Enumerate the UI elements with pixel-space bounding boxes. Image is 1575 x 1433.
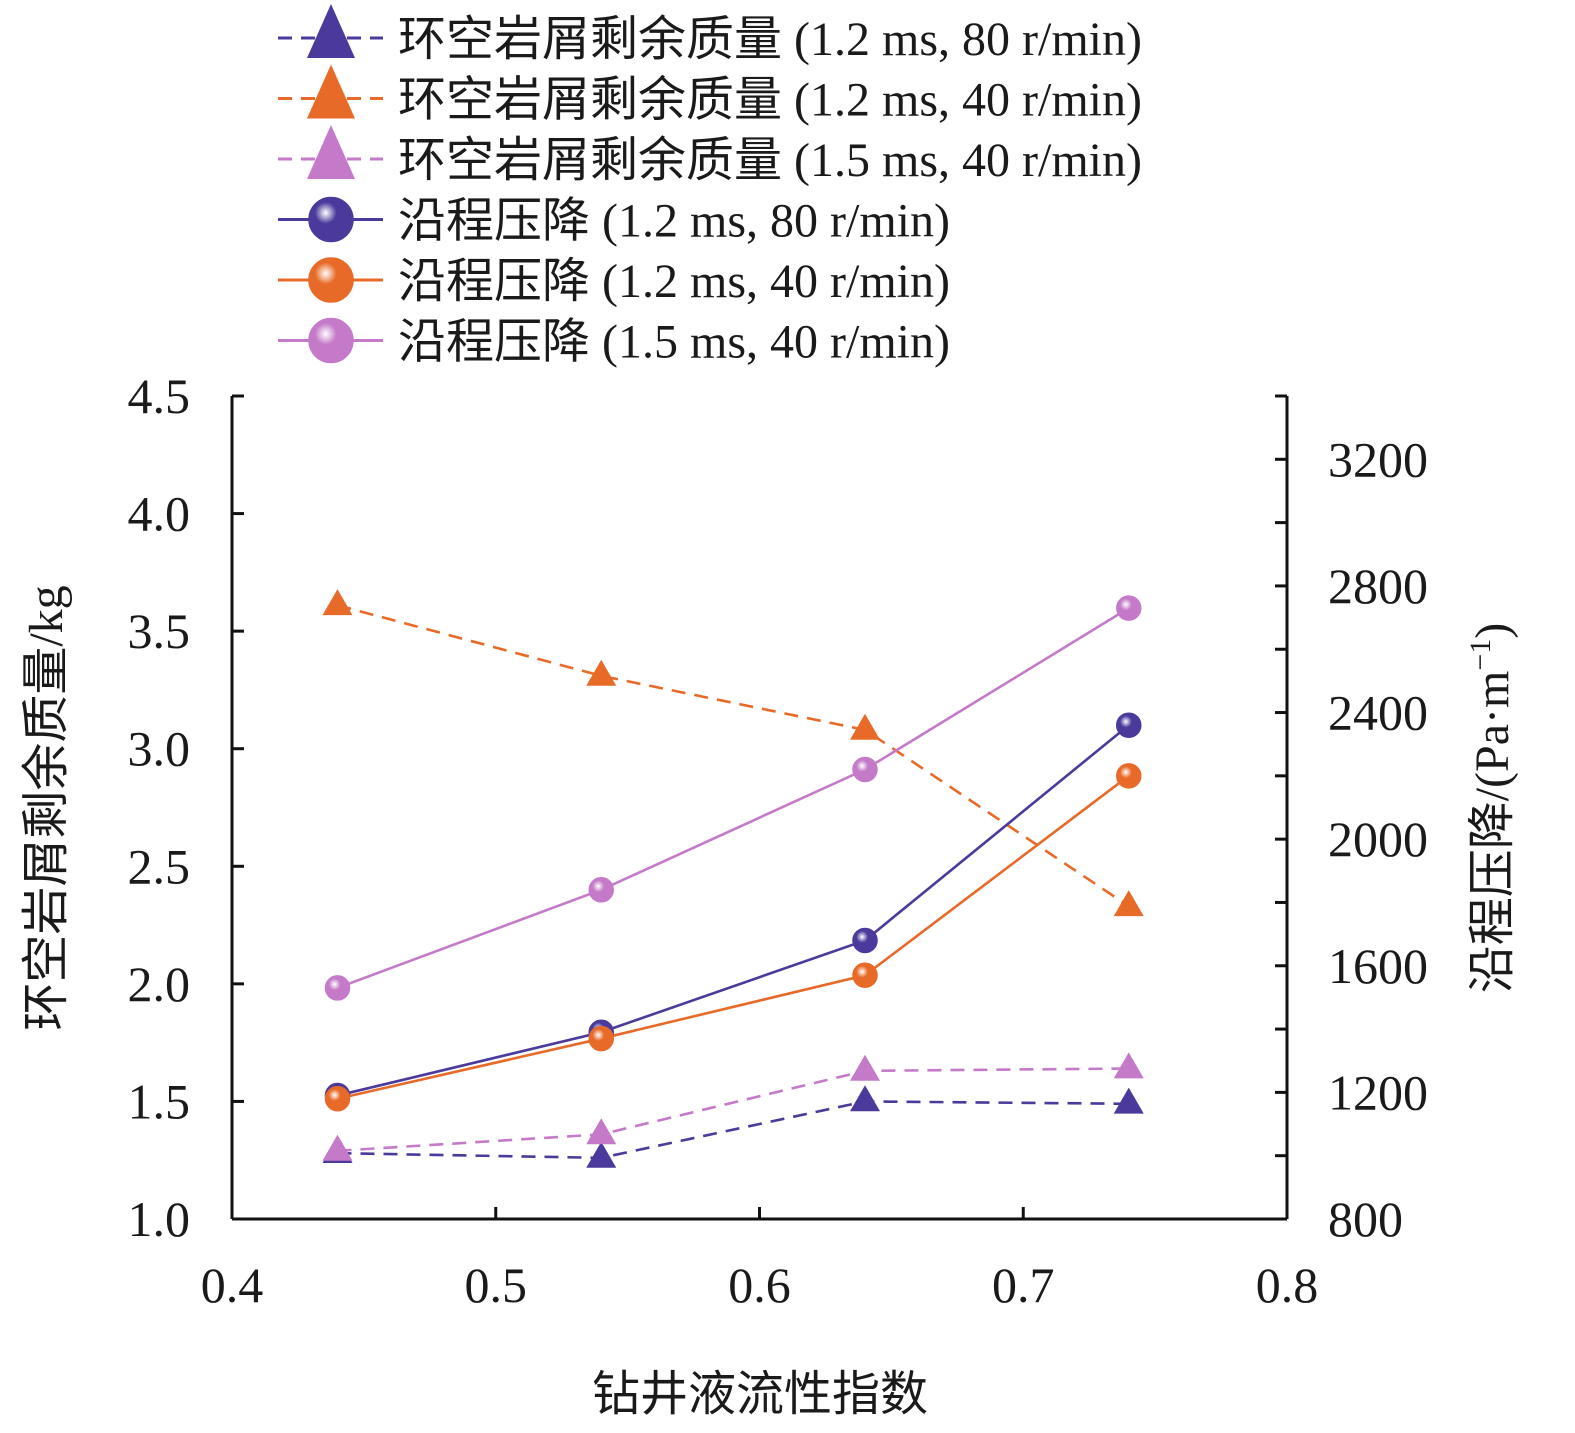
data-point-circle <box>1116 712 1142 738</box>
series-line-6 <box>337 606 1130 990</box>
series-line-5 <box>337 774 1130 1100</box>
data-point-circle <box>852 962 878 989</box>
legend-circle-icon <box>308 196 354 243</box>
legend-label-3: 环空岩屑剩余质量 (1.5 ms, 40 r/min) <box>398 134 1142 187</box>
y-left-tick-label: 4.5 <box>128 368 191 424</box>
y-left-tick-label: 1.0 <box>128 1191 191 1247</box>
y-right-tick-label: 1600 <box>1328 938 1428 994</box>
data-point-triangle <box>1113 1052 1144 1079</box>
y-axis-right-title-sup: −1 <box>1464 639 1497 671</box>
legend-circle-icon <box>308 317 354 364</box>
legend-label-1: 环空岩屑剩余质量 (1.2 ms, 80 r/min) <box>398 13 1142 66</box>
legend-triangle-icon <box>307 64 355 119</box>
data-point-circle <box>852 756 878 783</box>
ticks: 0.4 0.5 0.6 0.7 0.8 1.0 1.5 2.0 2.5 3.0 3.5 4.0 4.5 8… <box>128 368 1429 1313</box>
y-left-tick-label: 3.5 <box>128 603 191 659</box>
y-right-tick-label: 1200 <box>1328 1064 1428 1120</box>
y-right-tick-label: 2800 <box>1328 558 1428 614</box>
series-line-1 <box>337 1100 1129 1160</box>
data-point-triangle <box>850 1085 880 1112</box>
y-right-tick-label: 800 <box>1328 1191 1403 1247</box>
y-left-tick-label: 1.5 <box>128 1073 191 1129</box>
x-axis-title: 钻井液流性指数 <box>592 1368 928 1421</box>
x-tick-label: 0.5 <box>465 1257 528 1313</box>
x-tick-label: 0.4 <box>201 1257 264 1313</box>
y-axis-right-title-close: ) <box>1466 623 1519 639</box>
y-axis-right-title: 沿程压降/(Pa·m−1) <box>1464 623 1519 994</box>
y-axis-right-title-main: 沿程压降/(Pa·m <box>1466 671 1519 994</box>
data-point-circle <box>1116 763 1142 789</box>
data-point-circle <box>852 927 878 954</box>
data-point-triangle <box>1113 1087 1144 1114</box>
data-point-triangle <box>586 659 617 686</box>
y-left-tick-label: 2.0 <box>128 956 191 1012</box>
legend-label-6: 沿程压降 (1.5 ms, 40 r/min) <box>398 316 950 369</box>
legend-triangle-icon <box>307 125 355 179</box>
data-point-triangle <box>322 589 353 616</box>
x-tick-label: 0.8 <box>1256 1257 1319 1313</box>
data-point-triangle <box>1113 890 1144 917</box>
legend-circle-icon <box>308 257 354 303</box>
y-left-tick-label: 3.0 <box>128 721 191 777</box>
series-lines <box>337 604 1130 1160</box>
data-point-circle <box>324 975 351 1001</box>
y-axis-left-title: 环空岩屑剩余质量/kg <box>20 585 73 1030</box>
series-line-2 <box>337 604 1130 908</box>
legend-triangle-icon <box>307 4 355 58</box>
y-right-tick-label: 2400 <box>1328 685 1428 741</box>
y-right-tick-label: 2000 <box>1328 811 1428 867</box>
series-markers <box>322 589 1144 1168</box>
data-point-triangle <box>850 713 880 740</box>
legend-label-4: 沿程压降 (1.2 ms, 80 r/min) <box>398 195 950 248</box>
series-line-4 <box>337 724 1130 1097</box>
legend: 环空岩屑剩余质量 (1.2 ms, 80 r/min) 环空岩屑剩余质量 (1.2… <box>278 4 1142 369</box>
legend-label-5: 沿程压降 (1.2 ms, 40 r/min) <box>398 255 950 308</box>
x-tick-label: 0.6 <box>728 1257 791 1313</box>
data-point-triangle <box>322 1134 353 1161</box>
series-line-3 <box>337 1067 1129 1153</box>
legend-label-2: 环空岩屑剩余质量 (1.2 ms, 40 r/min) <box>398 74 1142 127</box>
data-point-circle <box>588 877 614 903</box>
data-point-circle <box>1116 595 1142 621</box>
y-left-tick-label: 2.5 <box>128 838 191 894</box>
data-point-circle <box>324 1085 351 1112</box>
data-point-triangle <box>850 1054 880 1081</box>
data-point-triangle <box>586 1141 617 1168</box>
y-right-tick-label: 3200 <box>1328 431 1428 487</box>
y-left-tick-label: 4.0 <box>128 486 191 542</box>
data-point-triangle <box>586 1118 617 1145</box>
x-tick-label: 0.7 <box>992 1257 1055 1313</box>
data-point-circle <box>588 1025 614 1052</box>
